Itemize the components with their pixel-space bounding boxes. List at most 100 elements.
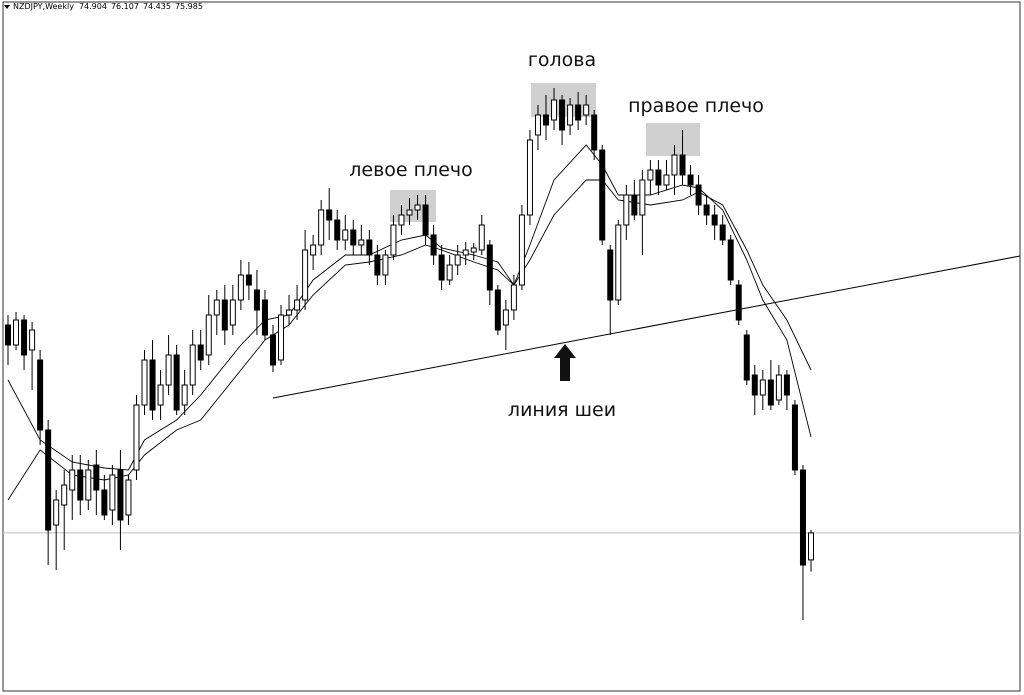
high-value: 76.107 (111, 2, 139, 11)
candle-body (767, 379, 774, 406)
candle-body (229, 299, 236, 326)
candle-body (125, 479, 132, 516)
candle-body (462, 249, 469, 256)
candle-body (261, 299, 268, 336)
candle-body (647, 169, 654, 181)
candle-body (534, 114, 541, 136)
candle-body (615, 224, 622, 301)
candle-body (149, 359, 156, 411)
candle-body (374, 254, 381, 276)
candle-body (567, 104, 574, 126)
candle-body (189, 344, 196, 386)
candle-body (551, 99, 558, 121)
candle-body (133, 404, 140, 471)
candle-body (93, 464, 100, 491)
candle-body (398, 214, 405, 226)
candle-body (61, 484, 68, 506)
candle-body (663, 174, 670, 186)
candle-body (390, 224, 397, 256)
candle-body (655, 169, 662, 186)
candle-body (599, 149, 606, 241)
candle-body (695, 184, 702, 206)
candle-body (526, 139, 533, 216)
candle-body (85, 469, 92, 501)
annotation: линия шеи (508, 399, 616, 421)
candle-body (422, 204, 429, 236)
candle-body (799, 469, 806, 566)
candle-body (478, 224, 485, 251)
candle-body (559, 99, 566, 131)
candle-body (173, 354, 180, 411)
candle-body (775, 374, 782, 401)
neckline (272, 255, 1021, 399)
candle-body (13, 319, 20, 346)
candle-body (53, 499, 60, 526)
candle-body (77, 469, 84, 501)
annotation: левое плечо (349, 159, 473, 181)
candle-body (518, 214, 525, 286)
candle-body (486, 244, 493, 291)
low-value: 74.435 (143, 2, 171, 11)
open-value: 74.904 (79, 2, 107, 11)
candle-body (253, 289, 260, 311)
candle-body (607, 249, 614, 301)
candle-body (205, 314, 212, 356)
candle-body (406, 209, 413, 216)
candle-body (639, 179, 646, 216)
candle-body (575, 104, 582, 121)
annotation: правое плечо (628, 95, 764, 117)
candle-body (502, 309, 509, 326)
close-value: 75.985 (175, 2, 203, 11)
candle-body (29, 329, 36, 351)
symbol: NZDJPY,Weekly (13, 2, 74, 11)
candle-body (197, 344, 204, 361)
candle-body (350, 229, 357, 246)
candle-body (342, 229, 349, 241)
candle-body (438, 254, 445, 281)
candle-body (69, 469, 76, 491)
candle-body (157, 384, 164, 406)
candle-body (543, 114, 550, 126)
candle-body (727, 239, 734, 281)
candle-body (165, 354, 172, 386)
candle-body (302, 249, 309, 301)
candle-body (791, 404, 798, 471)
menu-triangle[interactable] (4, 5, 10, 9)
candle-body (671, 154, 678, 176)
candle-body (366, 239, 373, 256)
candle-body (245, 274, 252, 286)
candle-body (286, 309, 293, 316)
candle-body (454, 254, 461, 266)
candle-body (326, 209, 333, 221)
candle-body (5, 324, 11, 346)
candle-body (45, 429, 52, 531)
candle-body (703, 204, 710, 216)
candle-body (237, 274, 244, 301)
annotation: голова (528, 49, 596, 71)
candle-body (583, 104, 590, 116)
candle-body (382, 254, 389, 276)
candle-body (109, 474, 116, 511)
candle-body (37, 359, 44, 431)
candle-body (783, 374, 790, 396)
candle-body (294, 299, 301, 311)
candle-body (21, 319, 28, 356)
candle-body (631, 194, 638, 216)
candle-body (494, 289, 501, 331)
candle-body (101, 489, 108, 516)
candle-body (719, 224, 726, 241)
plot (3, 88, 1020, 620)
candle-body (181, 384, 188, 406)
candle-body (735, 284, 742, 321)
candle-body (470, 247, 477, 253)
candle-body (334, 219, 341, 241)
candle-body (318, 209, 325, 246)
candle-body (430, 234, 437, 256)
candle-body (679, 154, 686, 176)
candle-body (510, 284, 517, 311)
candle-body (278, 314, 285, 361)
header: NZDJPY,Weekly 74.904 76.107 74.435 75.985 (13, 2, 203, 11)
candle-body (221, 299, 228, 331)
